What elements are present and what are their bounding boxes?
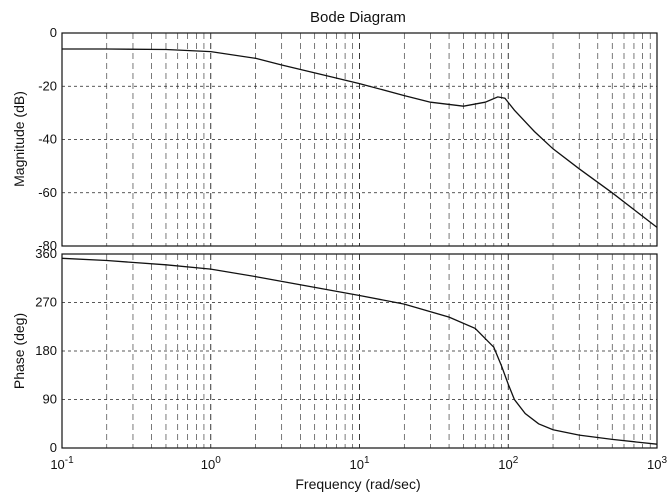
phase-y-tick-label: 180 <box>35 343 57 358</box>
phase-grid <box>62 254 657 448</box>
phase-y-tick-labels: 360 270 180 90 0 <box>35 246 57 455</box>
x-axis-label: Frequency (rad/sec) <box>295 476 420 492</box>
magnitude-y-tick-labels: 0 -20 -40 -60 -80 <box>38 25 57 253</box>
x-tick-labels: 10-1 100 101 102 103 <box>50 455 667 472</box>
phase-y-tick-label: 270 <box>35 295 57 310</box>
phase-panel: 360 270 180 90 0 Phase (deg) <box>11 246 658 455</box>
magnitude-y-tick-label: -60 <box>38 185 57 200</box>
magnitude-grid <box>62 33 657 246</box>
phase-y-tick-label: 90 <box>43 392 57 407</box>
magnitude-y-axis-label: Magnitude (dB) <box>11 91 27 187</box>
phase-y-tick-label: 0 <box>50 440 57 455</box>
x-tick-label: 103 <box>647 455 667 472</box>
magnitude-y-tick-label: 0 <box>50 25 57 40</box>
x-tick-label: 10-1 <box>50 455 74 472</box>
phase-series-line <box>61 257 658 445</box>
phase-y-tick-label: 360 <box>35 246 57 261</box>
magnitude-y-tick-label: -20 <box>38 78 57 93</box>
x-tick-label: 100 <box>201 455 221 472</box>
x-tick-label: 101 <box>349 455 369 472</box>
magnitude-series-line <box>62 48 658 228</box>
magnitude-y-tick-label: -80 <box>38 238 57 253</box>
x-tick-label: 102 <box>498 455 518 472</box>
magnitude-y-tick-label: -40 <box>38 132 57 147</box>
phase-y-axis-label: Phase (deg) <box>11 313 27 389</box>
chart-title: Bode Diagram <box>310 9 406 26</box>
magnitude-panel: 0 -20 -40 -60 -80 Magnitude (dB) <box>11 25 658 253</box>
